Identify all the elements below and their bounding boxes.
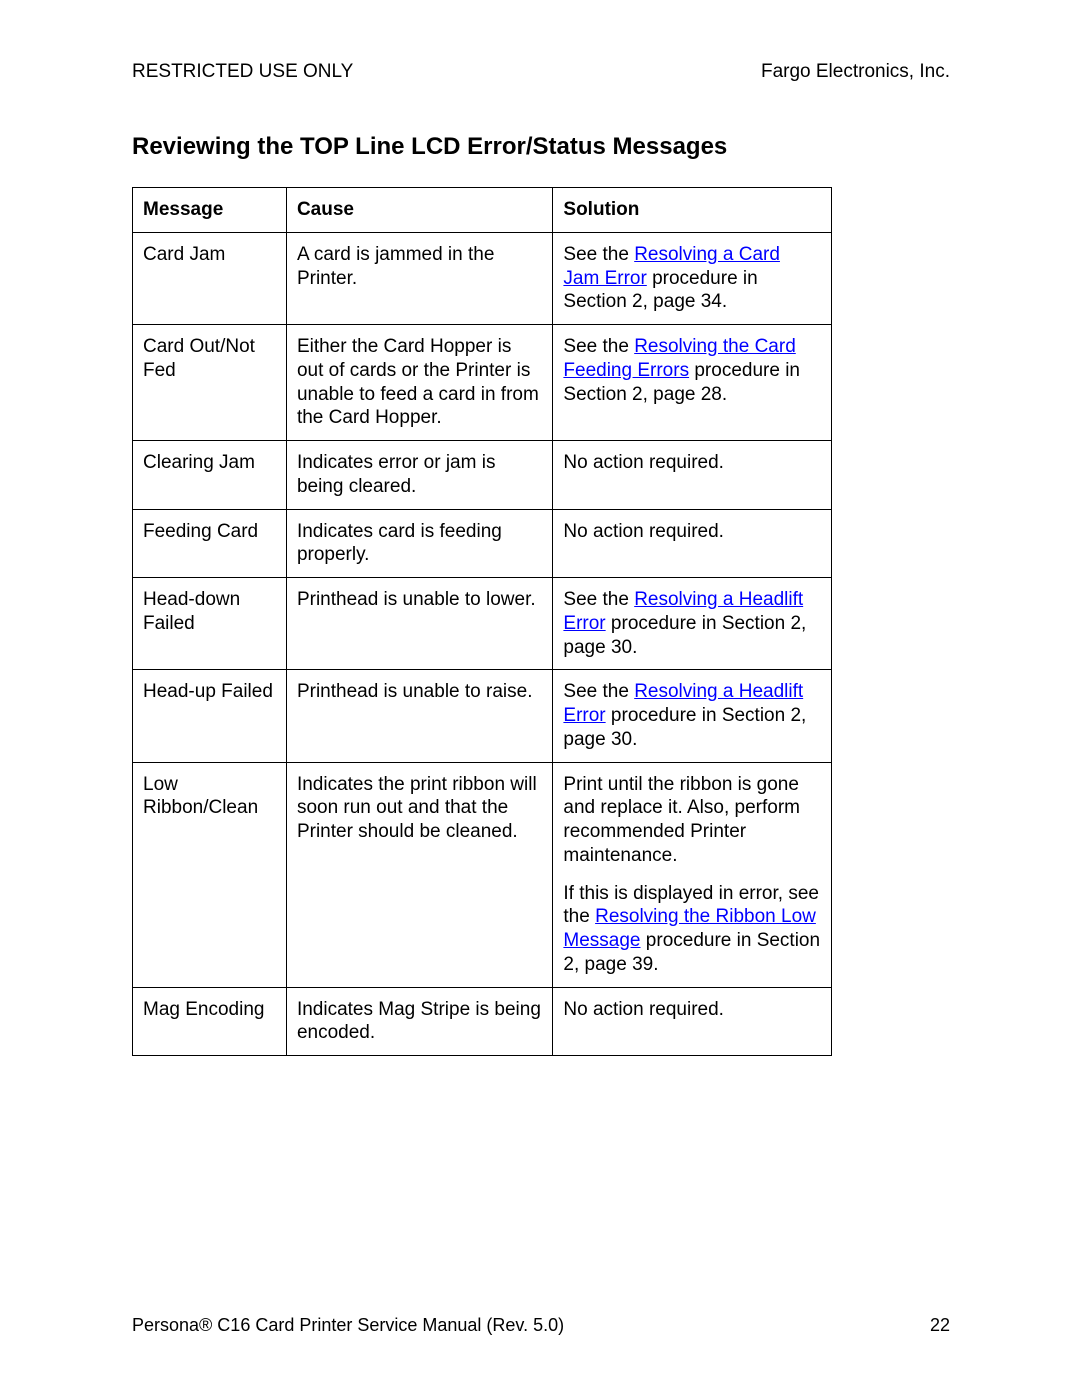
cell-solution: No action required. — [553, 441, 832, 510]
solution-text-pre: See the — [563, 681, 634, 702]
cell-message: Head-down Failed — [133, 578, 287, 670]
table-row: Head-down Failed Printhead is unable to … — [133, 578, 832, 670]
col-header-solution: Solution — [553, 188, 832, 233]
col-header-cause: Cause — [286, 188, 552, 233]
cell-cause: Indicates Mag Stripe is being encoded. — [286, 987, 552, 1056]
solution-text-pre: See the — [563, 589, 634, 610]
cell-message: Card Out/Not Fed — [133, 325, 287, 441]
cell-solution: No action required. — [553, 509, 832, 578]
cell-cause: Indicates error or jam is being cleared. — [286, 441, 552, 510]
header-left: RESTRICTED USE ONLY — [132, 61, 353, 83]
table-row: Feeding Card Indicates card is feeding p… — [133, 509, 832, 578]
cell-message: Mag Encoding — [133, 987, 287, 1056]
table-row: Clearing Jam Indicates error or jam is b… — [133, 441, 832, 510]
solution-text-pre: See the — [563, 244, 634, 265]
solution-para2: If this is displayed in error, see the R… — [563, 882, 821, 977]
section-title: Reviewing the TOP Line LCD Error/Status … — [132, 133, 950, 161]
page-header: RESTRICTED USE ONLY Fargo Electronics, I… — [132, 61, 950, 83]
cell-message: Clearing Jam — [133, 441, 287, 510]
cell-message: Low Ribbon/Clean — [133, 762, 287, 987]
cell-solution: Print until the ribbon is gone and repla… — [553, 762, 832, 987]
solution-para1: Print until the ribbon is gone and repla… — [563, 773, 821, 868]
error-messages-table: Message Cause Solution Card Jam A card i… — [132, 187, 832, 1056]
cell-cause: A card is jammed in the Printer. — [286, 232, 552, 324]
cell-solution: See the Resolving a Headlift Error proce… — [553, 670, 832, 762]
table-header-row: Message Cause Solution — [133, 188, 832, 233]
header-right: Fargo Electronics, Inc. — [761, 61, 950, 83]
para-spacer — [563, 868, 821, 882]
table-row: Low Ribbon/Clean Indicates the print rib… — [133, 762, 832, 987]
cell-solution: See the Resolving a Card Jam Error proce… — [553, 232, 832, 324]
cell-message: Feeding Card — [133, 509, 287, 578]
cell-solution: See the Resolving a Headlift Error proce… — [553, 578, 832, 670]
cell-solution: No action required. — [553, 987, 832, 1056]
solution-text-pre: See the — [563, 336, 634, 357]
footer-left: Persona® C16 Card Printer Service Manual… — [132, 1315, 564, 1336]
table-row: Mag Encoding Indicates Mag Stripe is bei… — [133, 987, 832, 1056]
footer-page-number: 22 — [930, 1315, 950, 1336]
cell-cause: Printhead is unable to lower. — [286, 578, 552, 670]
cell-cause: Indicates card is feeding properly. — [286, 509, 552, 578]
cell-solution: See the Resolving the Card Feeding Error… — [553, 325, 832, 441]
cell-cause: Indicates the print ribbon will soon run… — [286, 762, 552, 987]
cell-cause: Either the Card Hopper is out of cards o… — [286, 325, 552, 441]
cell-message: Card Jam — [133, 232, 287, 324]
cell-cause: Printhead is unable to raise. — [286, 670, 552, 762]
col-header-message: Message — [133, 188, 287, 233]
table-row: Card Out/Not Fed Either the Card Hopper … — [133, 325, 832, 441]
table-row: Head-up Failed Printhead is unable to ra… — [133, 670, 832, 762]
page-footer: Persona® C16 Card Printer Service Manual… — [132, 1315, 950, 1336]
table-row: Card Jam A card is jammed in the Printer… — [133, 232, 832, 324]
cell-message: Head-up Failed — [133, 670, 287, 762]
